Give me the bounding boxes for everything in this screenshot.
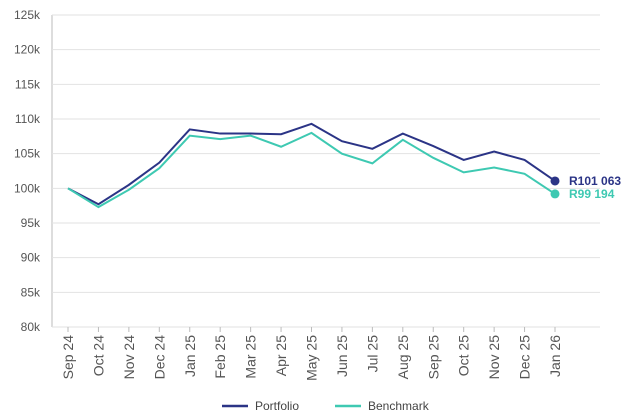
x-tick-label: Dec 24 [151,335,167,380]
x-tick-label: Nov 25 [486,335,502,380]
value-label: R101 063 [569,174,621,188]
x-tick-label: Jun 25 [334,335,350,377]
y-tick-label: 80k [21,320,41,334]
x-tick-label: Aug 25 [395,335,411,380]
y-tick-label: 120k [14,43,41,57]
y-tick-label: 100k [14,181,41,195]
y-tick-label: 125k [14,8,41,22]
x-tick-label: Mar 25 [243,335,259,379]
x-tick-label: May 25 [304,335,320,381]
legend-label: Portfolio [255,399,299,413]
y-tick-label: 110k [15,112,41,126]
x-tick-label: Dec 25 [517,335,533,380]
y-tick-label: 105k [14,147,41,161]
y-tick-label: 115k [15,77,41,91]
legend-label: Benchmark [368,399,430,413]
x-tick-label: Apr 25 [273,335,289,376]
y-tick-label: 95k [21,216,41,230]
y-tick-label: 85k [21,285,41,299]
series-line [67,122,556,206]
x-tick-label: Jan 26 [547,335,563,377]
x-tick-label: Sep 24 [60,335,76,380]
x-tick-label: Oct 24 [90,335,106,376]
x-tick-label: Jan 25 [182,335,198,377]
series-line [67,131,556,209]
x-tick-label: Jul 25 [364,335,380,373]
end-marker [550,176,560,186]
x-tick-label: Sep 25 [425,335,441,380]
x-tick-label: Oct 25 [456,335,472,376]
value-label: R99 194 [569,187,615,201]
x-tick-label: Feb 25 [212,335,228,379]
end-marker [550,189,560,199]
y-tick-label: 90k [21,251,41,265]
x-tick-label: Nov 24 [121,335,137,380]
